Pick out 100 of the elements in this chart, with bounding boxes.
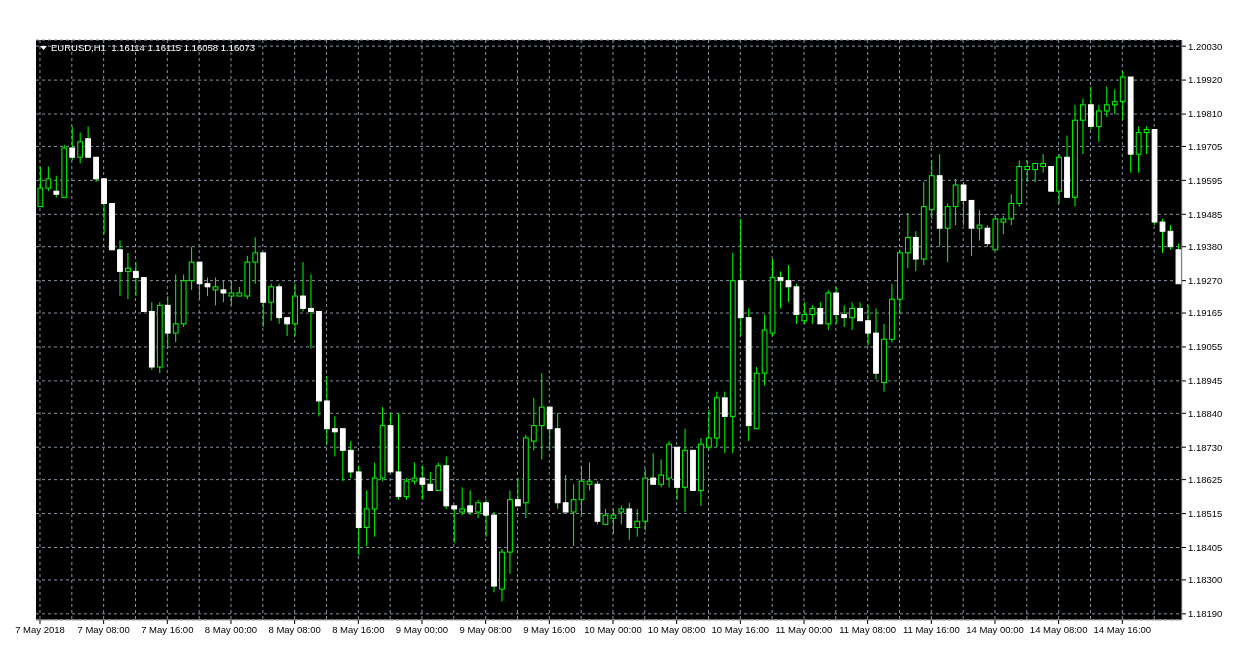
candlestick <box>172 273 179 343</box>
candlestick <box>284 317 290 337</box>
x-tick-label: 9 May 00:00 <box>395 623 449 635</box>
y-tick-label: 1.19810 <box>1188 108 1223 120</box>
candlestick <box>626 502 633 541</box>
y-tick-label: 1.18190 <box>1188 608 1223 620</box>
candlestick <box>459 486 466 516</box>
x-tick-label: 8 May 16:00 <box>332 623 385 635</box>
candlestick <box>841 304 848 328</box>
y-tick-label: 1.19485 <box>1188 208 1223 220</box>
x-tick-label: 10 May 08:00 <box>647 623 706 635</box>
candlestick <box>347 440 354 479</box>
x-tick-label: 9 May 08:00 <box>459 623 512 635</box>
x-tick-label: 14 May 16:00 <box>1093 623 1152 635</box>
x-tick-label: 11 May 00:00 <box>775 623 833 635</box>
candlestick <box>833 286 840 325</box>
x-tick-label: 7 May 2018 <box>15 623 65 635</box>
x-tick-label: 11 May 08:00 <box>839 623 897 635</box>
candlestick <box>570 483 577 547</box>
candlestick <box>546 406 553 451</box>
candlestick <box>69 125 76 161</box>
x-tick-label: 7 May 08:00 <box>77 623 130 635</box>
candlestick <box>475 499 481 519</box>
x-tick-label: 9 May 16:00 <box>523 623 576 635</box>
candlestick <box>1111 88 1118 115</box>
candlestick <box>809 304 816 325</box>
candlestick <box>125 252 131 300</box>
candlestick <box>976 209 983 242</box>
y-tick-label: 1.18515 <box>1188 507 1223 519</box>
candlestick <box>562 474 569 513</box>
x-tick-label: 7 May 16:00 <box>141 623 194 635</box>
candlestick <box>308 273 314 350</box>
candlestick <box>952 178 959 226</box>
x-tick-label: 8 May 08:00 <box>268 623 321 635</box>
candlestick <box>363 489 370 547</box>
candlestick <box>801 301 808 325</box>
y-tick-label: 1.19380 <box>1188 241 1223 253</box>
x-tick-label: 14 May 08:00 <box>1029 623 1088 635</box>
candlestick <box>1080 98 1086 155</box>
x-tick-label: 10 May 00:00 <box>584 623 642 635</box>
candlestick <box>944 203 951 263</box>
x-tick-label: 8 May 00:00 <box>204 623 258 635</box>
candlestick <box>618 505 625 525</box>
candlestick <box>865 304 871 346</box>
candlestick <box>188 246 195 291</box>
y-tick-label: 1.18945 <box>1188 375 1223 387</box>
y-tick-label: 1.18840 <box>1188 407 1223 419</box>
candlestick <box>483 499 489 538</box>
candlestick <box>252 236 259 285</box>
y-tick-label: 1.19595 <box>1188 174 1223 186</box>
candlestick <box>331 415 338 457</box>
y-tick-label: 1.19920 <box>1188 74 1223 86</box>
candlestick <box>1024 159 1031 183</box>
candlestick <box>706 409 712 451</box>
candlestick <box>515 477 521 507</box>
candlestick <box>117 240 123 297</box>
candlestick <box>1040 153 1047 174</box>
candlestick <box>1088 85 1094 130</box>
candlestick <box>77 132 84 164</box>
candlestick <box>538 372 545 461</box>
x-tick-label: 14 May 00:00 <box>966 623 1024 635</box>
y-tick-label: 1.18405 <box>1188 541 1223 553</box>
candlestick <box>1032 162 1039 183</box>
candlestick <box>427 471 434 491</box>
candlestick <box>650 452 657 485</box>
candlestick <box>339 428 346 482</box>
candlestick <box>658 459 665 488</box>
candlestick <box>133 261 139 297</box>
y-tick-label: 1.18730 <box>1188 441 1223 453</box>
candlestick <box>1000 215 1007 235</box>
candlestick <box>849 301 856 331</box>
y-tick-label: 1.20030 <box>1188 40 1223 52</box>
candlestick <box>53 175 60 198</box>
x-tick-label: 11 May 16:00 <box>902 623 960 635</box>
candlestick <box>817 301 824 325</box>
candlestick <box>45 165 52 192</box>
y-tick-label: 1.19705 <box>1188 140 1223 152</box>
candlestick <box>530 397 537 451</box>
candlestick <box>857 301 863 322</box>
candlestick <box>904 212 911 269</box>
candlestick <box>1135 125 1142 174</box>
candlestick <box>1095 104 1102 143</box>
candlestick <box>93 156 99 183</box>
y-tick-label: 1.18625 <box>1188 474 1223 485</box>
candlestick <box>212 277 219 306</box>
y-tick-label: 1.19270 <box>1188 275 1223 287</box>
candlestick <box>300 261 306 312</box>
candlestick <box>85 125 92 158</box>
candlestick <box>1103 85 1110 118</box>
x-tick-label: 10 May 16:00 <box>711 623 770 635</box>
candlestick <box>610 508 617 535</box>
y-tick-label: 1.19055 <box>1188 341 1223 353</box>
candlestick <box>268 283 275 322</box>
candlestick <box>419 465 426 501</box>
candlestick <box>451 505 458 544</box>
candlestick <box>228 280 235 306</box>
candlestick <box>467 489 474 516</box>
candlestick <box>912 230 919 272</box>
candlestick <box>1143 125 1150 155</box>
candlestick <box>1008 193 1015 226</box>
